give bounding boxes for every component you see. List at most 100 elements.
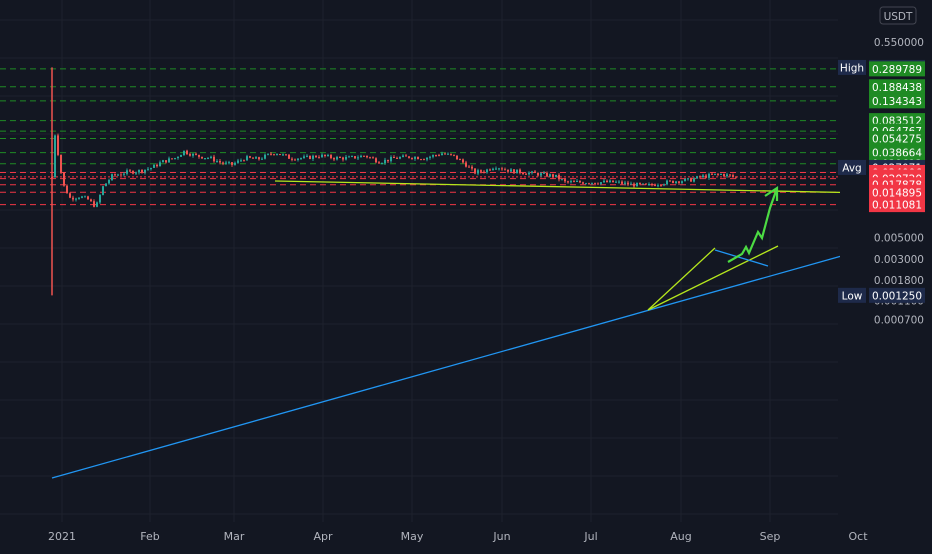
candle-up: [426, 157, 428, 160]
candle-down: [651, 183, 653, 185]
candle-up: [498, 168, 500, 170]
candle-up: [492, 168, 494, 171]
candle-up: [414, 157, 416, 159]
candle-down: [315, 155, 317, 158]
candle-down: [219, 161, 221, 163]
candle-down: [90, 199, 92, 202]
candle-up: [192, 153, 194, 156]
candle-up: [441, 153, 443, 156]
candle-up: [528, 172, 530, 175]
candle-up: [321, 154, 323, 158]
candle-up: [549, 174, 551, 177]
candle-up: [240, 160, 242, 162]
candle-up: [351, 156, 353, 158]
candle-down: [195, 153, 197, 155]
candle-down: [723, 174, 725, 177]
projection-arrow: [727, 190, 778, 263]
candle-up: [126, 170, 128, 174]
candle-down: [63, 172, 65, 186]
candle-down: [249, 156, 251, 158]
time-axis[interactable]: 2021 Feb Mar Apr May Jun Jul Aug Sep Oct: [0, 523, 868, 551]
candle-down: [633, 183, 635, 187]
candle-up: [306, 155, 308, 157]
candle-up: [108, 180, 110, 184]
candle-down: [186, 150, 188, 155]
candle-up: [570, 181, 572, 183]
price-level-label-box: [869, 79, 925, 95]
candle-down: [501, 168, 503, 170]
candle-up: [477, 170, 479, 174]
candle-down: [114, 174, 116, 176]
candle-down: [567, 181, 569, 183]
price-level-value: 0.001250: [872, 290, 922, 302]
candle-up: [312, 155, 314, 159]
candle-up: [111, 174, 113, 181]
candle-up: [144, 169, 146, 173]
candle-down: [597, 183, 599, 185]
candle-up: [348, 156, 350, 158]
candle-down: [120, 174, 122, 176]
time-tick-label: 2021: [48, 530, 76, 543]
candle-up: [84, 196, 86, 198]
candle-up: [147, 168, 149, 170]
price-level-label-box: [869, 287, 925, 303]
time-tick-label: Mar: [224, 530, 245, 543]
candle-up: [54, 135, 56, 178]
channel-upper-line: [647, 247, 716, 311]
candle-down: [435, 155, 437, 157]
time-tick-label: Jun: [492, 530, 510, 543]
candle-down: [525, 173, 527, 175]
candle-up: [402, 155, 404, 158]
candle-down: [324, 154, 326, 157]
candle-up: [624, 182, 626, 184]
price-level-tag-box: [838, 159, 866, 175]
candle-up: [99, 194, 101, 203]
time-tick-label: Sep: [760, 530, 781, 543]
candle-up: [687, 178, 689, 180]
candle-down: [273, 154, 275, 156]
candle-up: [585, 183, 587, 185]
currency-badge: [879, 6, 917, 25]
candle-down: [729, 174, 731, 176]
candle-down: [369, 157, 371, 159]
candle-up: [486, 169, 488, 173]
candle-up: [540, 173, 542, 176]
time-tick-label: Jul: [583, 530, 597, 543]
candle-down: [87, 196, 89, 200]
candle-up: [183, 150, 185, 156]
candle-down: [669, 180, 671, 182]
candle-down: [579, 181, 581, 183]
candle-down: [639, 182, 641, 184]
candle-up: [255, 157, 257, 159]
candle-up: [159, 162, 161, 167]
candle-up: [381, 163, 383, 165]
candle-up: [177, 156, 179, 159]
candle-up: [663, 184, 665, 186]
candle-up: [357, 157, 359, 159]
time-axis-background: [0, 523, 840, 551]
price-tick-label: 0.005000: [874, 233, 924, 245]
candle-down: [621, 181, 623, 184]
candle-up: [135, 172, 137, 174]
candle-up: [642, 183, 644, 185]
candle-up: [246, 156, 248, 161]
candle-up: [609, 180, 611, 183]
rising-trend-line: [51, 247, 871, 479]
candle-up: [561, 179, 563, 181]
candle-up: [720, 174, 722, 176]
candle-up: [495, 168, 497, 170]
candle-up: [714, 173, 716, 175]
candle-down: [522, 173, 524, 175]
grid: [0, 0, 859, 522]
candle-down: [423, 159, 425, 161]
candle-down: [201, 156, 203, 159]
candle-down: [69, 193, 71, 198]
price-level-label-box: [869, 197, 925, 213]
candle-down: [645, 183, 647, 185]
time-tick-label: Apr: [313, 530, 333, 543]
candle-up: [702, 175, 704, 177]
candle-down: [471, 166, 473, 169]
candle-down: [519, 169, 521, 174]
